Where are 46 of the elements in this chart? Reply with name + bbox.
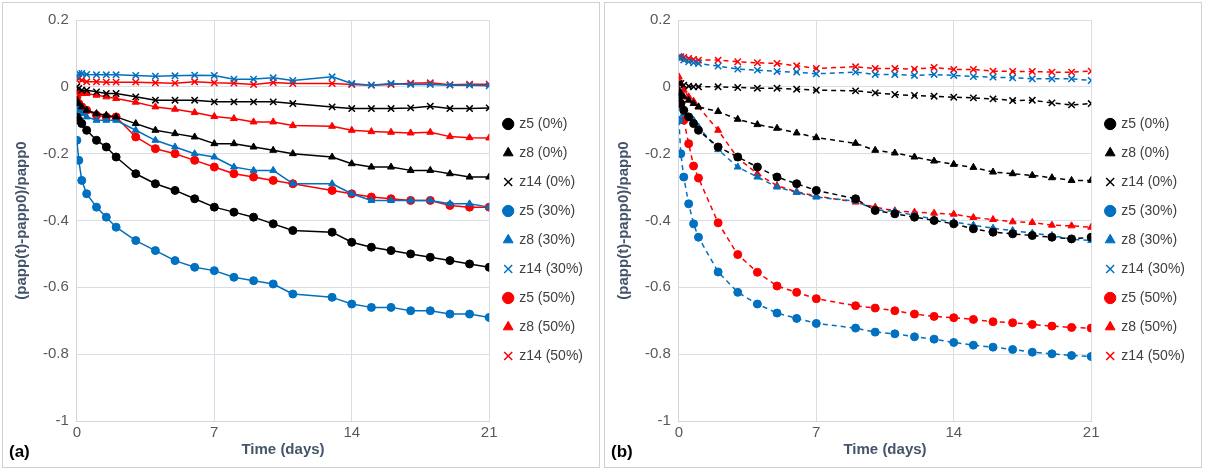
y-axis-title: (papp(t)-papp0)/papp0 (12, 141, 30, 300)
y-tick-label: -1 (657, 411, 671, 429)
x-tick-label: 14 (945, 423, 963, 441)
y-tick-label: -0.2 (42, 143, 69, 161)
y-tick-label: 0.2 (47, 10, 69, 28)
legend-label: z8 (30%) (1121, 230, 1178, 247)
x-tick-label: 21 (480, 423, 498, 441)
legend-label: z14 (30%) (1121, 259, 1186, 276)
y-tick-label: -0.4 (644, 210, 671, 228)
legend-label: z8 (30%) (519, 230, 576, 247)
y-tick-label: -0.6 (644, 277, 671, 295)
legend-label: z5 (30%) (519, 201, 576, 218)
y-tick-label: -0.6 (42, 277, 69, 295)
legend-label: z8 (0%) (1121, 143, 1170, 160)
legend-label: z8 (50%) (1121, 317, 1178, 334)
y-tick-label: 0.2 (649, 10, 671, 28)
legend-label: z8 (50%) (519, 317, 576, 334)
legend-label: z14 (50%) (519, 346, 584, 363)
legend-label: z5 (0%) (1121, 114, 1170, 131)
y-tick-label: -0.4 (42, 210, 69, 228)
text: (a) (9, 442, 30, 462)
x-tick-label: 21 (1082, 423, 1100, 441)
y-tick-label: -0.8 (644, 344, 671, 362)
x-tick-label: 0 (72, 423, 82, 441)
y-tick-label: -0.2 (644, 143, 671, 161)
text: (b) (611, 442, 633, 462)
y-tick-label: 0 (60, 76, 69, 94)
x-tick-label: 7 (812, 423, 821, 441)
y-axis-title: (papp(t)-papp0)/papp0 (614, 141, 632, 300)
legend-label: z14 (50%) (1121, 346, 1186, 363)
y-tick-label: -1 (55, 411, 69, 429)
legend-label: z5 (30%) (1121, 201, 1178, 218)
legend-label: z5 (0%) (519, 114, 568, 131)
legend-label: z8 (0%) (519, 143, 568, 160)
legend-label: z14 (0%) (1121, 172, 1178, 189)
x-tick-label: 0 (674, 423, 684, 441)
legend-label: z5 (50%) (1121, 288, 1178, 305)
x-axis-title: Time (days) (241, 440, 325, 458)
y-tick-label: -0.8 (42, 344, 69, 362)
x-axis-title: Time (days) (843, 440, 927, 458)
legend-label: z5 (50%) (519, 288, 576, 305)
x-tick-label: 14 (343, 423, 361, 441)
x-tick-label: 7 (210, 423, 219, 441)
y-tick-label: 0 (662, 76, 671, 94)
legend-label: z14 (0%) (519, 172, 576, 189)
legend-label: z14 (30%) (519, 259, 584, 276)
